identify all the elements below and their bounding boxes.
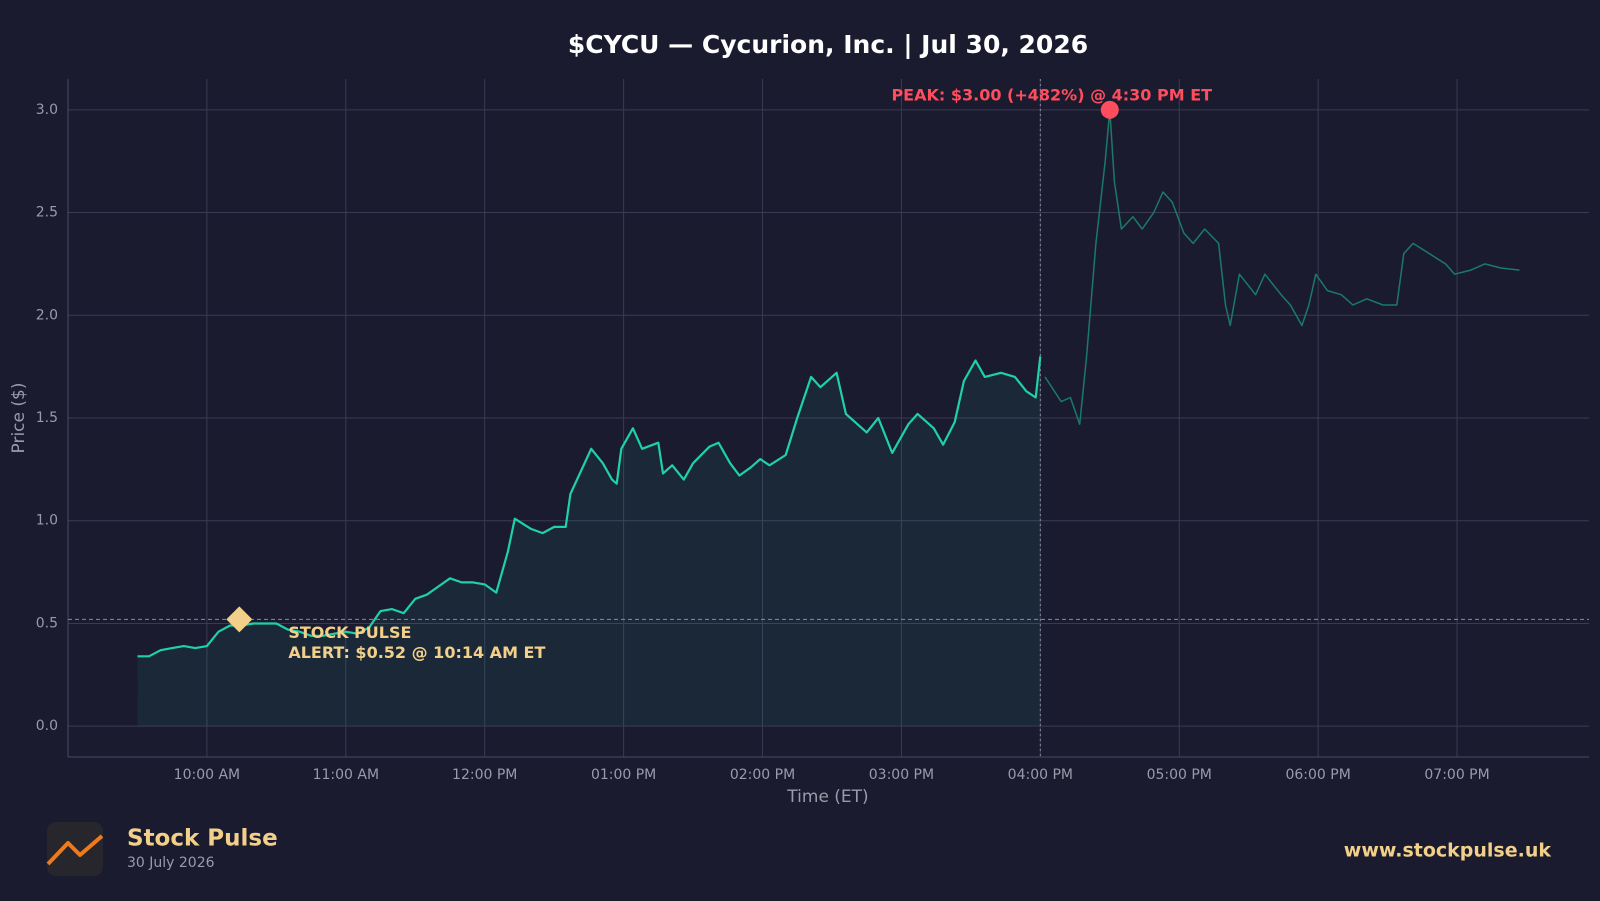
- peak-label: PEAK: $3.00 (+482%) @ 4:30 PM ET: [891, 85, 1212, 104]
- price-line: [1044, 109, 1520, 425]
- x-tick-label: 06:00 PM: [1285, 767, 1350, 783]
- x-tick-label: 12:00 PM: [452, 767, 517, 783]
- area: [137, 356, 1041, 727]
- x-tick-label: 05:00 PM: [1147, 767, 1212, 783]
- y-axis-label: Price ($): [9, 383, 29, 454]
- price-line: [137, 356, 1042, 658]
- x-tick-label: 07:00 PM: [1424, 767, 1489, 783]
- date: 30 July 2026: [127, 855, 215, 871]
- x-tick-label: 03:00 PM: [869, 767, 934, 783]
- y-tick-label: 1.5: [36, 410, 58, 426]
- x-tick-label: 11:00 AM: [313, 767, 379, 783]
- alert-label: ALERT: $0.52 @ 10:14 AM ET: [288, 643, 545, 662]
- logo: [46, 822, 104, 876]
- y-tick-label: 0.5: [36, 615, 58, 631]
- y-tick-label: 1.0: [36, 513, 58, 529]
- y-tick-label: 2.0: [36, 307, 58, 323]
- url: www.stockpulse.uk: [1344, 840, 1552, 862]
- y-tick-label: 2.5: [36, 205, 58, 221]
- x-tick-label: 10:00 AM: [174, 767, 240, 783]
- y-tick-label: 0.0: [36, 718, 58, 734]
- x-axis-label: Time (ET): [786, 787, 868, 807]
- alert-marker: [226, 606, 253, 633]
- x-tick-label: 04:00 PM: [1008, 767, 1073, 783]
- y-tick-label: 3.0: [36, 102, 58, 118]
- x-tick-label: 02:00 PM: [730, 767, 795, 783]
- alert-label: STOCK PULSE: [288, 623, 411, 642]
- peak-marker: [1100, 100, 1119, 119]
- brand: Stock Pulse: [127, 826, 278, 852]
- chart-title: $CYCU — Cycurion, Inc. | Jul 30, 2026: [568, 30, 1088, 59]
- logo-icon: [46, 834, 104, 866]
- x-tick-label: 01:00 PM: [591, 767, 656, 783]
